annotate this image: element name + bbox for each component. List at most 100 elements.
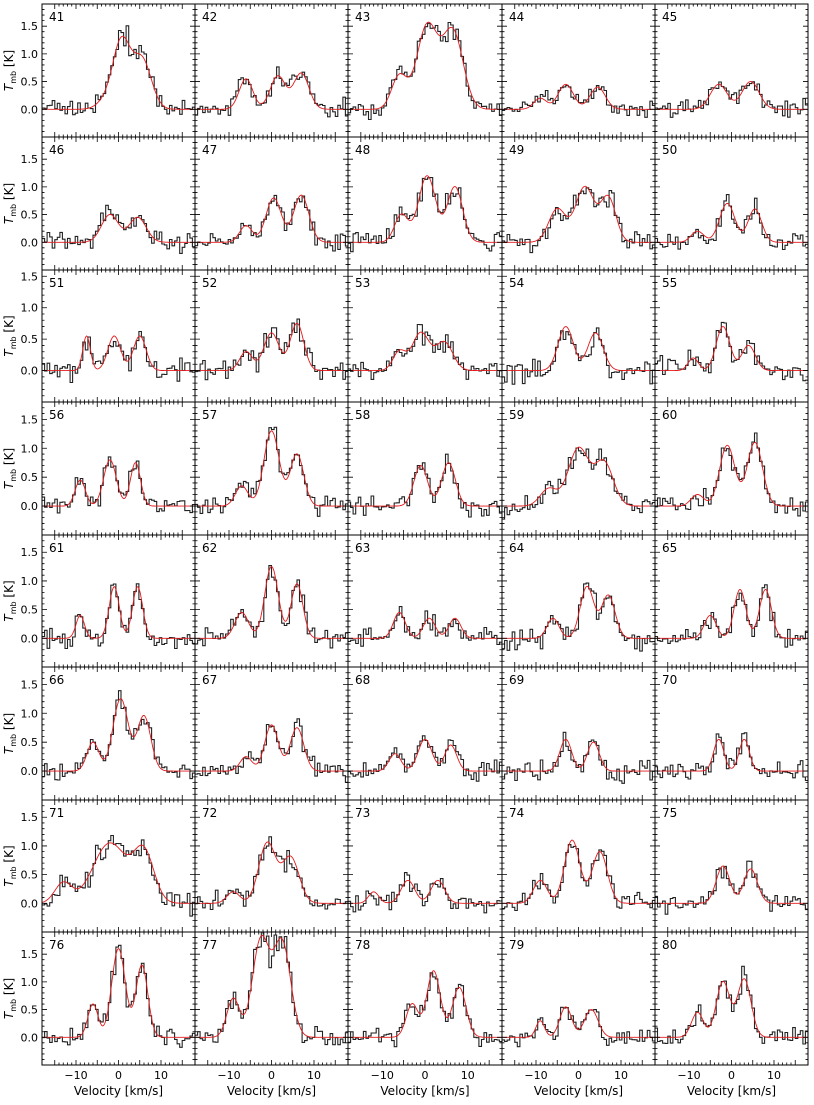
y-tick-label: 0.5 [21, 1004, 39, 1017]
x-tick-label: −10 [524, 1069, 547, 1082]
panel-label: 76 [49, 938, 64, 952]
ticks-59 [502, 401, 655, 535]
y-label-unit: [K] [2, 50, 16, 71]
y-tick-label: 1.0 [21, 840, 39, 853]
panel-41: 41 0.0 0.5 1.0 1.5 Tmb [K] [2, 3, 196, 138]
fit-curve-48 [348, 175, 502, 243]
observed-spectrum-70 [655, 732, 808, 782]
observed-spectrum-51 [42, 330, 195, 384]
x-axis-label: Velocity [km/s] [534, 1084, 623, 1098]
y-tick-label: 1.5 [21, 153, 39, 166]
panel-frame-70 [654, 666, 809, 801]
y-label-subscript: mb [9, 336, 18, 349]
panel-53: 53 [347, 269, 503, 403]
ticks-77 [195, 931, 348, 1065]
x-tick-label: 0 [115, 1069, 122, 1082]
panel-label: 47 [202, 143, 217, 157]
y-tick-label: 0.5 [21, 869, 39, 882]
fit-curve-60 [655, 441, 808, 507]
y-tick-label: 0.0 [21, 897, 39, 910]
observed-spectrum-46 [42, 204, 195, 254]
ticks-62 [195, 534, 348, 667]
y-axis-label: Tmb [K] [2, 713, 18, 754]
panel-74: 74 [501, 799, 656, 933]
fit-curve-71 [42, 842, 195, 904]
x-tick-label: −10 [677, 1069, 700, 1082]
panel-label: 65 [662, 541, 677, 555]
ticks-56 [42, 401, 195, 535]
ticks-53 [348, 269, 502, 402]
ticks-70 [655, 666, 808, 800]
panel-label: 58 [355, 408, 370, 422]
panel-label: 78 [355, 938, 370, 952]
y-tick-label: 0.0 [21, 103, 39, 116]
observed-spectrum-43 [348, 21, 502, 121]
panel-60: 60 [654, 401, 809, 536]
panel-77: 77 −10 0 10 Velocity [km/s] [194, 931, 349, 1098]
panel-78: 78 −10 0 10 Velocity [km/s] [347, 931, 503, 1098]
panel-label: 41 [49, 10, 64, 24]
panel-label: 70 [662, 673, 677, 687]
x-tick-label: 10 [767, 1069, 781, 1082]
y-tick-label: 0.5 [21, 209, 39, 222]
ticks-73 [348, 799, 502, 932]
x-tick-label: −10 [64, 1069, 87, 1082]
panel-frame-76 [41, 931, 196, 1066]
y-label-unit: [K] [2, 713, 16, 734]
observed-spectrum-68 [348, 735, 502, 782]
panel-49: 49 [501, 136, 656, 271]
ticks-46 [42, 136, 195, 270]
fit-curve-61 [42, 586, 195, 639]
panel-label: 73 [355, 806, 370, 820]
fit-curve-70 [655, 738, 808, 772]
fit-curve-69 [502, 738, 655, 772]
panel-46: 46 0.0 0.5 1.0 1.5 Tmb [K] [2, 136, 196, 271]
y-tick-label: 1.0 [21, 976, 39, 989]
panel-80: 80 −10 0 10 Velocity [km/s] [654, 931, 809, 1098]
panel-label: 77 [202, 938, 217, 952]
x-tick-label: 0 [268, 1069, 275, 1082]
panel-label: 46 [49, 143, 64, 157]
fit-curve-51 [42, 335, 195, 372]
panel-61: 61 0.0 0.5 1.0 1.5 Tmb [K] [2, 534, 196, 668]
observed-spectrum-42 [195, 66, 348, 118]
fit-curve-78 [348, 970, 502, 1038]
fit-curve-67 [195, 724, 348, 772]
y-label-subscript: mb [9, 601, 18, 614]
fit-curve-46 [42, 214, 195, 243]
panel-45: 45 [654, 3, 809, 138]
fit-curve-57 [195, 430, 348, 507]
fit-curve-47 [195, 194, 348, 243]
y-label-symbol: T [2, 1010, 16, 1019]
fit-curve-49 [502, 185, 655, 243]
fit-curve-55 [655, 326, 808, 372]
panel-frame-71 [41, 799, 196, 933]
observed-spectrum-75 [655, 860, 808, 915]
ticks-79 [502, 931, 655, 1065]
fit-curve-62 [195, 566, 348, 639]
panel-label: 45 [662, 10, 677, 24]
observed-spectrum-55 [655, 321, 808, 382]
x-axis-label: Velocity [km/s] [74, 1084, 163, 1098]
ticks-65 [655, 534, 808, 667]
ticks-55 [655, 269, 808, 402]
observed-spectrum-48 [348, 177, 502, 253]
panel-65: 65 [654, 534, 809, 668]
panel-label: 75 [662, 806, 677, 820]
ticks-68 [348, 666, 502, 800]
observed-spectrum-61 [42, 583, 195, 650]
observed-spectrum-72 [195, 836, 348, 911]
observed-spectrum-69 [502, 731, 655, 784]
panel-frame-67 [194, 666, 349, 801]
fit-curve-43 [348, 21, 502, 110]
ticks-43 [348, 3, 502, 137]
ticks-41 [42, 3, 195, 137]
y-tick-label: 1.5 [21, 20, 39, 33]
y-axis-label: Tmb [K] [2, 978, 18, 1019]
panel-label: 42 [202, 10, 217, 24]
y-label-unit: [K] [2, 448, 16, 469]
ticks-51 [42, 269, 195, 402]
panel-label: 79 [509, 938, 524, 952]
y-label-symbol: T [2, 878, 16, 887]
